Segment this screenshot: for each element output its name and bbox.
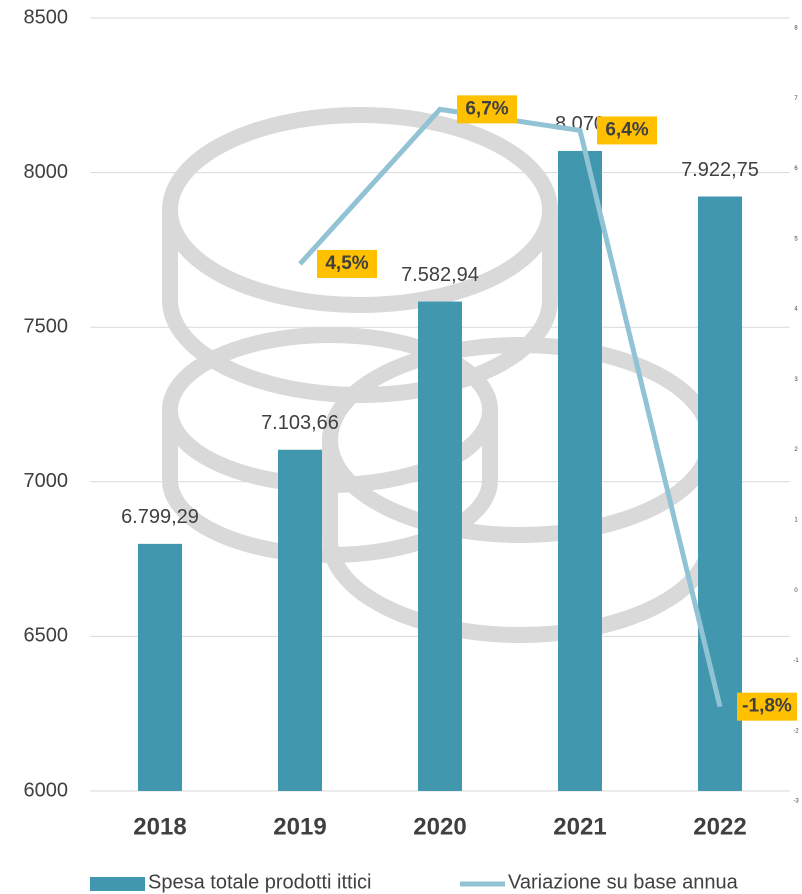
x-tick-label: 2018	[133, 813, 186, 840]
x-tick-label: 2021	[553, 813, 606, 840]
x-tick-label: 2022	[693, 813, 746, 840]
bar	[418, 301, 462, 791]
bar	[698, 196, 742, 791]
y2-tick-label: 2	[794, 447, 798, 453]
y-tick-label: 6500	[24, 625, 69, 647]
x-tick-label: 2020	[413, 813, 466, 840]
line-value-label: 4,5%	[325, 253, 368, 274]
y2-tick-label: 7	[794, 96, 798, 102]
bar	[558, 150, 602, 791]
line-label-box	[317, 249, 377, 278]
y2-tick-label: -2	[793, 728, 799, 734]
y-tick-label: 7000	[24, 470, 69, 492]
x-tick-label: 2019	[273, 813, 326, 840]
legend-swatch	[90, 877, 145, 891]
bar-value-label: 7.922,75	[681, 159, 759, 181]
y-tick-label: 6000	[24, 779, 69, 801]
y2-tick-label: -3	[793, 799, 799, 805]
legend-label: Variazione su base annua	[508, 871, 739, 893]
line-label-box	[457, 95, 517, 124]
y2-tick-label: -1	[793, 658, 799, 664]
bar-value-label: 7.582,94	[401, 264, 479, 286]
y-tick-label: 8000	[24, 161, 69, 183]
bar	[138, 543, 182, 791]
legend-label: Spesa totale prodotti ittici	[148, 871, 371, 893]
line	[298, 106, 723, 708]
bar	[278, 449, 322, 791]
line-label-box	[737, 692, 797, 721]
y2-tick-label: 6	[794, 166, 798, 172]
y2-tick-label: 5	[794, 236, 798, 242]
bar-value-label: 6.799,29	[121, 506, 199, 528]
bar-value-label: 7.103,66	[261, 412, 339, 434]
y2-tick-label: 4	[794, 307, 798, 313]
y-tick-label: 7500	[24, 315, 69, 337]
line-label-box	[597, 116, 657, 145]
line-value-label: -1,8%	[742, 696, 792, 717]
y2-tick-label: 0	[794, 588, 798, 594]
y-tick-label: 8500	[24, 6, 69, 28]
y2-tick-label: 3	[794, 377, 798, 383]
line-value-label: 6,7%	[465, 98, 508, 119]
y2-tick-label: 1	[794, 517, 798, 523]
line-value-label: 6,4%	[605, 119, 648, 140]
y2-tick-label: 8	[794, 26, 798, 32]
